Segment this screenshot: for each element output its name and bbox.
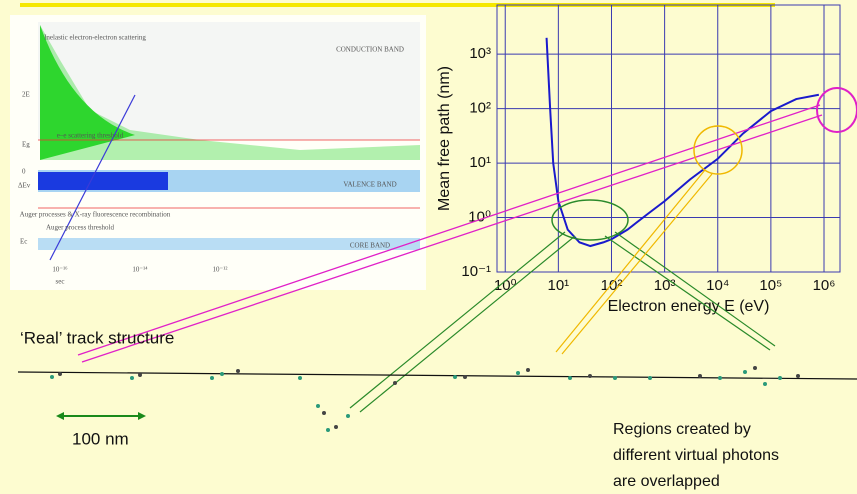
track-label: ‘Real’ track structure — [20, 328, 174, 347]
slide: CONDUCTION BAND VALENCE BAND CORE BAND I… — [0, 0, 857, 494]
ionization — [236, 369, 240, 373]
ionization — [516, 371, 520, 375]
valence-holes — [38, 172, 168, 190]
x-tick-label: 10³ — [654, 277, 676, 294]
ionization — [50, 375, 54, 379]
ionization — [220, 372, 224, 376]
ionization — [316, 404, 320, 408]
x-tick-label: 10⁴ — [706, 277, 729, 294]
ionization — [453, 375, 457, 379]
ionization — [130, 376, 134, 380]
ionization — [568, 376, 572, 380]
y-tick-label: 10¹ — [469, 154, 491, 171]
ionization — [463, 375, 467, 379]
ionization — [613, 376, 617, 380]
ionization — [753, 366, 757, 370]
ionization — [763, 382, 767, 386]
ionization — [743, 370, 747, 374]
band-label: CORE BAND — [350, 242, 390, 250]
inset-label: Auger processes & X-ray fluorescence rec… — [20, 211, 171, 219]
x-tick-label: 10⁰ — [494, 277, 517, 294]
y-tick-label: 10² — [469, 100, 491, 117]
inset-label: Auger process threshold — [46, 224, 115, 232]
scale-label: 100 nm — [72, 429, 129, 448]
level-label: Eg — [22, 141, 30, 149]
ionization — [393, 381, 397, 385]
y-tick-label: 10⁻¹ — [461, 263, 491, 280]
time-label: 10⁻¹⁶ — [52, 266, 68, 274]
level-label: ΔEv — [18, 182, 31, 190]
ionization — [588, 374, 592, 378]
y-axis-label: Mean free path (nm) — [436, 66, 453, 211]
ionization — [698, 374, 702, 378]
ionization — [526, 368, 530, 372]
level-label: Ec — [20, 238, 27, 246]
time-label: 10⁻¹² — [213, 266, 228, 274]
note: are overlapped — [613, 473, 720, 490]
band-label: CONDUCTION BAND — [336, 46, 404, 54]
ionization — [58, 372, 62, 376]
ionization — [346, 414, 350, 418]
ionization — [326, 428, 330, 432]
ionization — [796, 374, 800, 378]
ionization — [210, 376, 214, 380]
inset-label: Inelastic electron-electron scattering — [44, 34, 146, 42]
inset-label: e–e scattering threshold — [57, 132, 124, 140]
ionization — [778, 376, 782, 380]
x-tick-label: 10⁶ — [813, 277, 836, 294]
time-label: 10⁻¹⁴ — [132, 266, 148, 274]
ionization — [718, 376, 722, 380]
time-label: sec — [56, 278, 65, 286]
ionization — [298, 376, 302, 380]
note: different virtual photons — [613, 447, 779, 464]
inset-diagram: CONDUCTION BAND VALENCE BAND CORE BAND I… — [10, 15, 426, 290]
note: Regions created by — [613, 421, 751, 438]
ionization — [334, 425, 338, 429]
band-label: VALENCE BAND — [343, 181, 396, 189]
y-tick-label: 10³ — [469, 45, 491, 62]
x-tick-label: 10¹ — [548, 277, 570, 294]
level-label: 0 — [22, 168, 26, 176]
x-tick-label: 10⁵ — [759, 277, 782, 294]
level-label: 2E — [22, 91, 30, 99]
ionization — [322, 411, 326, 415]
x-axis-label: Electron energy E (eV) — [608, 298, 770, 315]
ionization — [648, 376, 652, 380]
ionization — [138, 373, 142, 377]
